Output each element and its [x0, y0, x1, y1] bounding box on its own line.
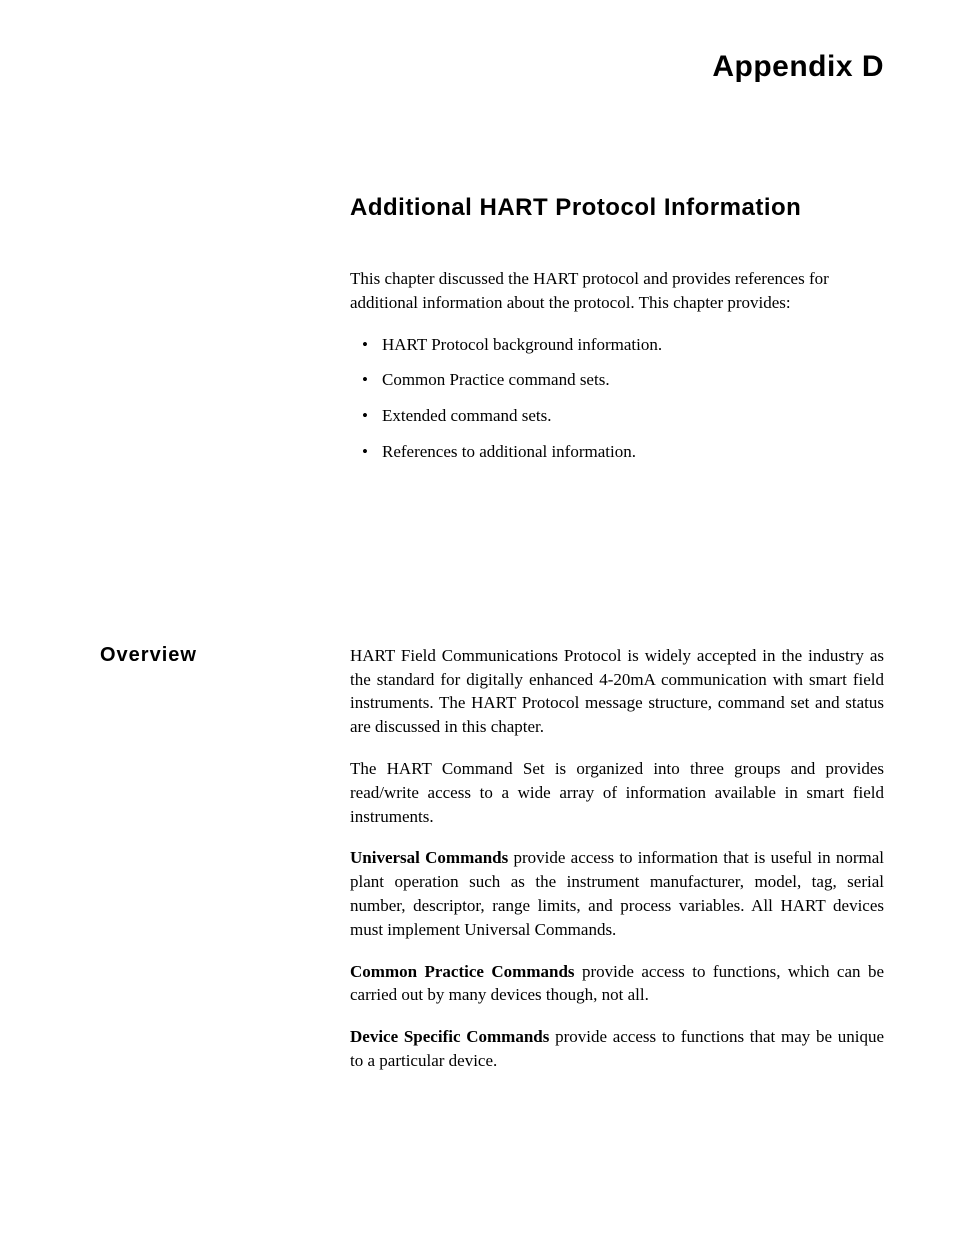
- sidebar-spacer: [100, 194, 310, 644]
- list-item: HART Protocol background information.: [362, 333, 884, 357]
- intro-paragraph: This chapter discussed the HART protocol…: [350, 267, 884, 315]
- chapter-title: Additional HART Protocol Information: [350, 194, 884, 222]
- overview-sidebar: Overview: [100, 644, 310, 1091]
- overview-paragraph: Universal Commands provide access to inf…: [350, 846, 884, 941]
- overview-paragraph: Common Practice Commands provide access …: [350, 960, 884, 1008]
- overview-text-column: HART Field Communications Protocol is wi…: [350, 644, 884, 1091]
- appendix-title: Appendix D: [100, 50, 884, 84]
- overview-paragraph: Device Specific Commands provide access …: [350, 1025, 884, 1073]
- overview-paragraph: The HART Command Set is organized into t…: [350, 757, 884, 828]
- bold-lead: Common Practice Commands: [350, 962, 575, 981]
- intro-bullet-list: HART Protocol background information. Co…: [362, 333, 884, 464]
- chapter-intro-area: Additional HART Protocol Information Thi…: [100, 194, 884, 644]
- overview-heading: Overview: [100, 644, 310, 667]
- overview-section: Overview HART Field Communications Proto…: [100, 644, 884, 1091]
- bold-lead: Universal Commands: [350, 848, 508, 867]
- list-item: References to additional information.: [362, 440, 884, 464]
- list-item: Common Practice command sets.: [362, 368, 884, 392]
- list-item: Extended command sets.: [362, 404, 884, 428]
- main-column: Additional HART Protocol Information Thi…: [350, 194, 884, 644]
- page-container: Appendix D Additional HART Protocol Info…: [0, 0, 954, 1141]
- bold-lead: Device Specific Commands: [350, 1027, 549, 1046]
- overview-paragraph: HART Field Communications Protocol is wi…: [350, 644, 884, 739]
